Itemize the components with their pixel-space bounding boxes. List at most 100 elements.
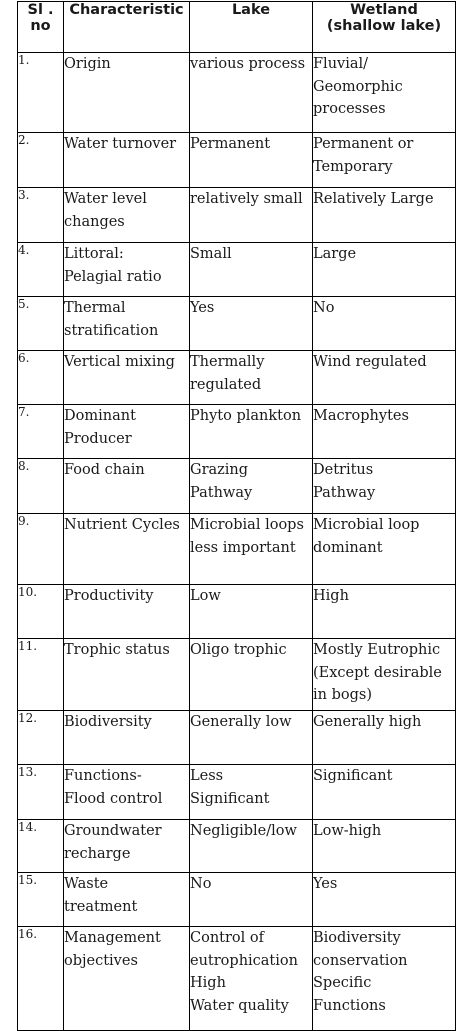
cell-wetland: Large (313, 243, 456, 297)
table-row: 7. Dominant Producer Phyto plankton Macrophy… (18, 405, 456, 459)
cell-lake: Grazing Pathway (190, 459, 313, 514)
cell-characteristic-line: Trophic status (64, 639, 189, 662)
cell-characteristic-line: Water turnover (64, 133, 189, 156)
cell-wetland-line: Macrophytes (313, 405, 455, 428)
cell-lake: Low (190, 585, 313, 639)
cell-wetland-line: Wind regulated (313, 351, 455, 374)
cell-wetland-line: Fluvial/ (313, 53, 455, 76)
cell-wetland: Low-high (313, 820, 456, 873)
table-row: 16. Management objectives Control of eutroph… (18, 927, 456, 1031)
cell-wetland-line: Generally high (313, 711, 455, 734)
cell-wetland: Significant (313, 765, 456, 820)
cell-wetland-line: Functions (313, 995, 455, 1018)
cell-wetland-line: processes (313, 98, 455, 121)
cell-wetland-line: Significant (313, 765, 455, 788)
cell-sl-no: 7. (18, 405, 64, 459)
table-row: 11. Trophic status Oligo trophic Mostly Eut… (18, 639, 456, 711)
cell-sl-no: 14. (18, 820, 64, 873)
cell-characteristic-line: Functions- (64, 765, 189, 788)
cell-wetland: Relatively Large (313, 188, 456, 243)
cell-sl-no: 5. (18, 297, 64, 351)
cell-lake-line: Permanent (190, 133, 312, 156)
cell-characteristic: Water level changes (64, 188, 190, 243)
cell-wetland-line: High (313, 585, 455, 608)
cell-sl-no: 4. (18, 243, 64, 297)
cell-characteristic-line: objectives (64, 950, 189, 973)
header-sl-line2: no (18, 18, 63, 34)
cell-sl-no: 10. (18, 585, 64, 639)
table-body: 1. Origin various process Fluvial/Geomorphi… (18, 53, 456, 1031)
cell-characteristic-line: Flood control (64, 788, 189, 811)
cell-lake-line: Control of (190, 927, 312, 950)
cell-wetland: Mostly Eutrophic (Except desirable in bogs… (313, 639, 456, 711)
cell-characteristic-line: Pelagial ratio (64, 266, 189, 289)
header-characteristic: Characteristic (64, 2, 190, 53)
cell-characteristic: Trophic status (64, 639, 190, 711)
cell-lake: Control of eutrophication High Water qualit… (190, 927, 313, 1031)
table-row: 8. Food chain Grazing Pathway Detritus Pathwa… (18, 459, 456, 514)
cell-sl-no: 16. (18, 927, 64, 1031)
comparison-table: Sl . no Characteristic Lake Wetland (sha… (17, 1, 456, 1031)
cell-wetland: Macrophytes (313, 405, 456, 459)
cell-wetland-line: Yes (313, 873, 455, 896)
table-row: 5. Thermal stratification Yes No (18, 297, 456, 351)
cell-characteristic: Thermal stratification (64, 297, 190, 351)
cell-wetland: High (313, 585, 456, 639)
cell-wetland-line: Relatively Large (313, 188, 455, 211)
cell-wetland-line: Biodiversity (313, 927, 455, 950)
cell-wetland-line: Specific (313, 972, 455, 995)
cell-characteristic: Nutrient Cycles (64, 514, 190, 585)
cell-lake-line: No (190, 873, 312, 896)
cell-lake-line: various process (190, 53, 312, 76)
cell-characteristic: Groundwater recharge (64, 820, 190, 873)
cell-characteristic: Littoral: Pelagial ratio (64, 243, 190, 297)
cell-sl-no: 6. (18, 351, 64, 405)
cell-lake-line: Less (190, 765, 312, 788)
cell-characteristic-line: Management (64, 927, 189, 950)
cell-wetland: Detritus Pathway (313, 459, 456, 514)
cell-lake-line: Negligible/low (190, 820, 312, 843)
cell-sl-no: 13. (18, 765, 64, 820)
header-lake: Lake (190, 2, 313, 53)
cell-lake-line: Significant (190, 788, 312, 811)
cell-wetland-line: Large (313, 243, 455, 266)
cell-lake: Microbial loops less important (190, 514, 313, 585)
cell-lake-line: High (190, 972, 312, 995)
cell-lake-line: Phyto plankton (190, 405, 312, 428)
header-wetland-line2: (shallow lake) (313, 18, 455, 34)
cell-lake: Generally low (190, 711, 313, 765)
cell-lake-line: less important (190, 537, 312, 560)
cell-characteristic-line: Nutrient Cycles (64, 514, 189, 537)
cell-characteristic: Management objectives (64, 927, 190, 1031)
cell-sl-no: 3. (18, 188, 64, 243)
cell-characteristic-line: Groundwater (64, 820, 189, 843)
cell-characteristic-line: Origin (64, 53, 189, 76)
cell-sl-no: 2. (18, 133, 64, 188)
cell-wetland: No (313, 297, 456, 351)
cell-wetland-line: No (313, 297, 455, 320)
table-row: 13. Functions- Flood control Less Significan… (18, 765, 456, 820)
cell-lake-line: Yes (190, 297, 312, 320)
cell-wetland-line: Low-high (313, 820, 455, 843)
cell-characteristic-line: treatment (64, 896, 189, 919)
cell-characteristic-line: Producer (64, 428, 189, 451)
table-row: 9. Nutrient Cycles Microbial loops less imp… (18, 514, 456, 585)
cell-lake: Permanent (190, 133, 313, 188)
cell-lake: Yes (190, 297, 313, 351)
cell-characteristic: Waste treatment (64, 873, 190, 927)
cell-lake: No (190, 873, 313, 927)
cell-sl-no: 15. (18, 873, 64, 927)
cell-characteristic: Biodiversity (64, 711, 190, 765)
cell-wetland-line: Geomorphic (313, 76, 455, 99)
cell-wetland: Permanent or Temporary (313, 133, 456, 188)
cell-characteristic-line: changes (64, 211, 189, 234)
cell-wetland: Generally high (313, 711, 456, 765)
table-row: 2. Water turnover Permanent Permanent or Tem… (18, 133, 456, 188)
cell-lake: various process (190, 53, 313, 133)
cell-characteristic: Functions- Flood control (64, 765, 190, 820)
cell-lake-line: Grazing (190, 459, 312, 482)
cell-characteristic-line: Thermal (64, 297, 189, 320)
cell-lake: Small (190, 243, 313, 297)
cell-wetland: Microbial loop dominant (313, 514, 456, 585)
cell-lake-line: Small (190, 243, 312, 266)
